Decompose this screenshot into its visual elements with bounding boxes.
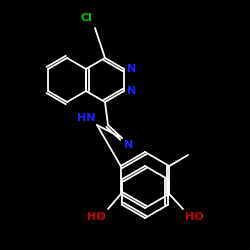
Text: N: N bbox=[124, 140, 133, 150]
Text: HO: HO bbox=[185, 212, 204, 222]
Text: N: N bbox=[127, 86, 136, 96]
Text: HO: HO bbox=[88, 212, 106, 222]
Text: N: N bbox=[127, 64, 136, 74]
Text: Cl: Cl bbox=[80, 13, 92, 23]
Text: HN: HN bbox=[76, 113, 95, 123]
